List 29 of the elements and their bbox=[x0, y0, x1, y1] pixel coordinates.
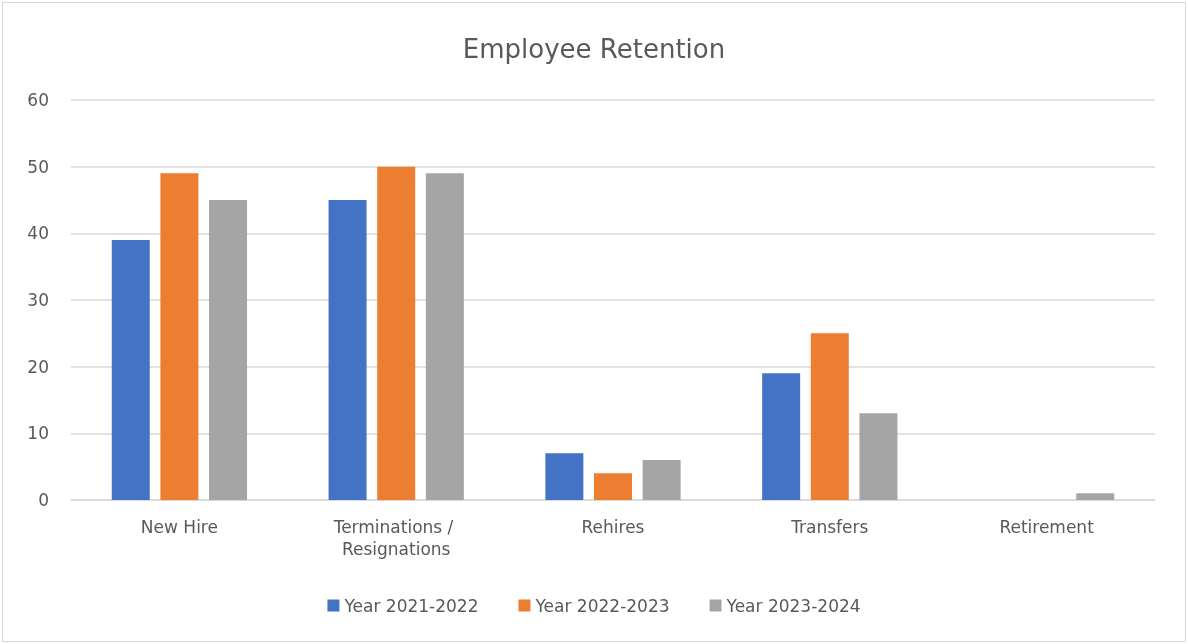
y-tick-label: 60 bbox=[27, 90, 49, 110]
y-tick-label: 20 bbox=[27, 356, 49, 377]
x-tick-label: Rehires bbox=[581, 517, 645, 537]
y-tick-label: 30 bbox=[27, 290, 49, 310]
bar bbox=[810, 333, 849, 500]
bar bbox=[209, 200, 248, 500]
bar bbox=[425, 173, 464, 500]
y-tick-label: 50 bbox=[27, 156, 49, 177]
bar bbox=[859, 413, 898, 500]
bar bbox=[111, 240, 150, 500]
x-tick-label: New Hire bbox=[140, 517, 218, 537]
legend-label: Year 2022-2023 bbox=[534, 595, 670, 616]
chart-title: Employee Retention bbox=[462, 34, 726, 64]
y-tick-label: 0 bbox=[38, 490, 49, 510]
bar bbox=[1076, 493, 1115, 500]
bar bbox=[160, 173, 199, 500]
bar bbox=[642, 460, 681, 500]
legend-label: Year 2023-2024 bbox=[725, 595, 861, 616]
bar bbox=[328, 200, 367, 500]
bar bbox=[594, 473, 632, 500]
bar bbox=[762, 373, 801, 500]
x-tick-label: Transfers bbox=[790, 517, 869, 537]
bar bbox=[377, 166, 416, 500]
y-tick-label: 10 bbox=[27, 423, 49, 444]
x-tick-label: Terminations / Resignations bbox=[332, 517, 459, 559]
x-tick-label: Retirement bbox=[999, 517, 1095, 537]
bar bbox=[545, 453, 584, 500]
y-tick-label: 40 bbox=[27, 223, 49, 244]
legend-label: Year 2021-2022 bbox=[343, 595, 479, 616]
